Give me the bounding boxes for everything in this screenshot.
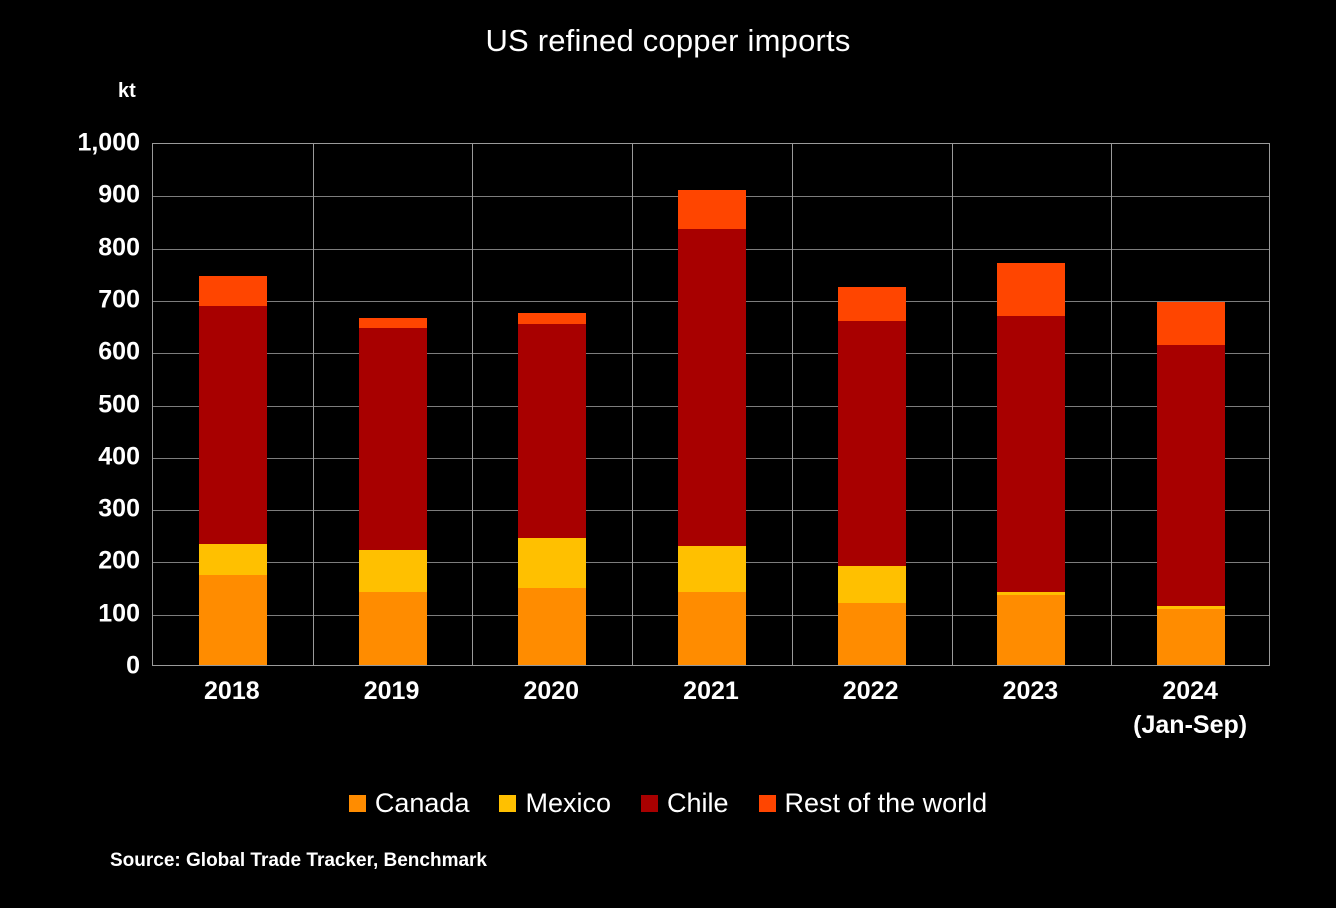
chart-title: US refined copper imports [485, 23, 851, 58]
bar-segment[interactable] [198, 275, 267, 306]
category-divider [791, 144, 793, 665]
x-axis-tick-label: 2021 [631, 674, 791, 708]
category-divider [951, 144, 953, 665]
stacked-bar[interactable] [518, 313, 587, 665]
x-axis-tick-label: 2018 [152, 674, 312, 708]
x-axis-tick-year: 2022 [842, 677, 899, 705]
stacked-bar[interactable] [837, 287, 906, 665]
x-axis-tick-label: 2023 [951, 674, 1111, 708]
stacked-bar[interactable] [997, 263, 1066, 665]
bar-segment[interactable] [1157, 606, 1226, 609]
chart-legend: Canada Mexico Chile Rest of the world [0, 788, 1336, 819]
legend-swatch-icon [499, 795, 517, 812]
bar-segment[interactable] [837, 287, 906, 322]
bar-segment[interactable] [198, 543, 267, 575]
x-axis-tick-year: 2018 [204, 677, 260, 705]
x-axis-tick-year: 2019 [363, 677, 420, 705]
legend-item[interactable]: Mexico [499, 788, 611, 819]
bar-segment[interactable] [518, 323, 587, 539]
bar-segment[interactable] [518, 587, 587, 665]
bar-segment[interactable] [1157, 302, 1226, 346]
bar-slot [1111, 144, 1271, 665]
legend-swatch-icon [758, 795, 776, 812]
legend-swatch-icon [641, 795, 658, 812]
legend-label: Canada [374, 788, 470, 818]
stacked-bar[interactable] [198, 275, 267, 665]
bar-slot [472, 144, 632, 665]
bar-segment[interactable] [198, 305, 267, 544]
bar-segment[interactable] [518, 538, 587, 588]
plot-area [152, 143, 1270, 666]
y-axis-tick-label: 100 [98, 599, 140, 628]
bar-segment[interactable] [358, 591, 427, 665]
legend-label: Mexico [525, 788, 611, 818]
bar-segment[interactable] [677, 190, 746, 230]
x-axis-tick-labels: 2018 2019 2020 2021 2022 2023 2024 (Jan-Sep) [152, 674, 1270, 764]
bar-slot [632, 144, 792, 665]
bar-slot [792, 144, 952, 665]
x-axis-tick-year: 2021 [683, 677, 739, 705]
x-axis-tick-label: 2020 [471, 674, 631, 708]
legend-item[interactable]: Canada [348, 788, 470, 819]
category-divider [472, 144, 474, 665]
bar-segment[interactable] [837, 603, 906, 665]
category-divider [312, 144, 314, 665]
stacked-bar[interactable] [1157, 302, 1226, 665]
y-axis-tick-label: 200 [98, 546, 140, 575]
y-axis-tick-label: 0 [126, 651, 140, 680]
legend-swatch-icon [348, 795, 366, 812]
y-axis-tick-label: 1,000 [77, 128, 140, 157]
legend-item[interactable]: Chile [641, 788, 729, 819]
x-axis-tick-label: 2019 [312, 674, 472, 708]
x-axis-tick-year: 2023 [1002, 677, 1059, 705]
bar-segment[interactable] [358, 550, 427, 592]
y-axis-tick-label: 500 [98, 390, 140, 418]
y-axis-tick-label: 700 [98, 285, 140, 314]
category-divider [1111, 144, 1113, 665]
y-axis-tick-label: 600 [98, 337, 140, 366]
x-axis-tick-label: 2022 [791, 674, 951, 708]
x-axis-tick-year: 2024 [1162, 677, 1218, 705]
bar-segment[interactable] [997, 315, 1066, 593]
legend-item[interactable]: Rest of the world [758, 788, 988, 819]
bar-slot [153, 144, 313, 665]
bar-segment[interactable] [358, 318, 427, 328]
x-axis-tick-sublabel: (Jan-Sep) [1133, 711, 1248, 739]
bar-segment[interactable] [837, 321, 906, 566]
x-axis-tick-year: 2020 [523, 677, 580, 705]
bar-slot [313, 144, 473, 665]
bar-segment[interactable] [997, 263, 1066, 316]
bar-segment[interactable] [518, 313, 587, 324]
stacked-bar[interactable] [677, 190, 746, 665]
bar-segment[interactable] [358, 327, 427, 551]
y-axis-tick-label: 800 [98, 233, 140, 262]
bar-segment[interactable] [198, 574, 267, 665]
bar-segment[interactable] [677, 229, 746, 546]
bar-segment[interactable] [677, 545, 746, 592]
legend-label: Rest of the world [784, 788, 988, 818]
bar-segment[interactable] [1157, 345, 1226, 607]
bar-segment[interactable] [1157, 608, 1226, 665]
bar-segment[interactable] [837, 565, 906, 604]
bar-segment[interactable] [677, 591, 746, 665]
y-axis-tick-labels: 1,000 900 800 700 600 500 400 300 200 100 0 [18, 129, 140, 680]
y-axis-tick-label: 300 [98, 494, 140, 523]
x-axis-tick-label: 2024 (Jan-Sep) [1110, 674, 1270, 742]
bar-slot [952, 144, 1112, 665]
y-axis-unit-label: kt [118, 80, 136, 102]
category-divider [632, 144, 634, 665]
bar-segment[interactable] [997, 592, 1066, 595]
source-note: Source: Global Trade Tracker, Benchmark [110, 850, 487, 871]
legend-label: Chile [667, 788, 729, 818]
bar-segment[interactable] [997, 594, 1066, 665]
y-axis-tick-label: 400 [98, 442, 140, 471]
stacked-bar[interactable] [358, 318, 427, 665]
y-axis-tick-label: 900 [98, 180, 140, 209]
